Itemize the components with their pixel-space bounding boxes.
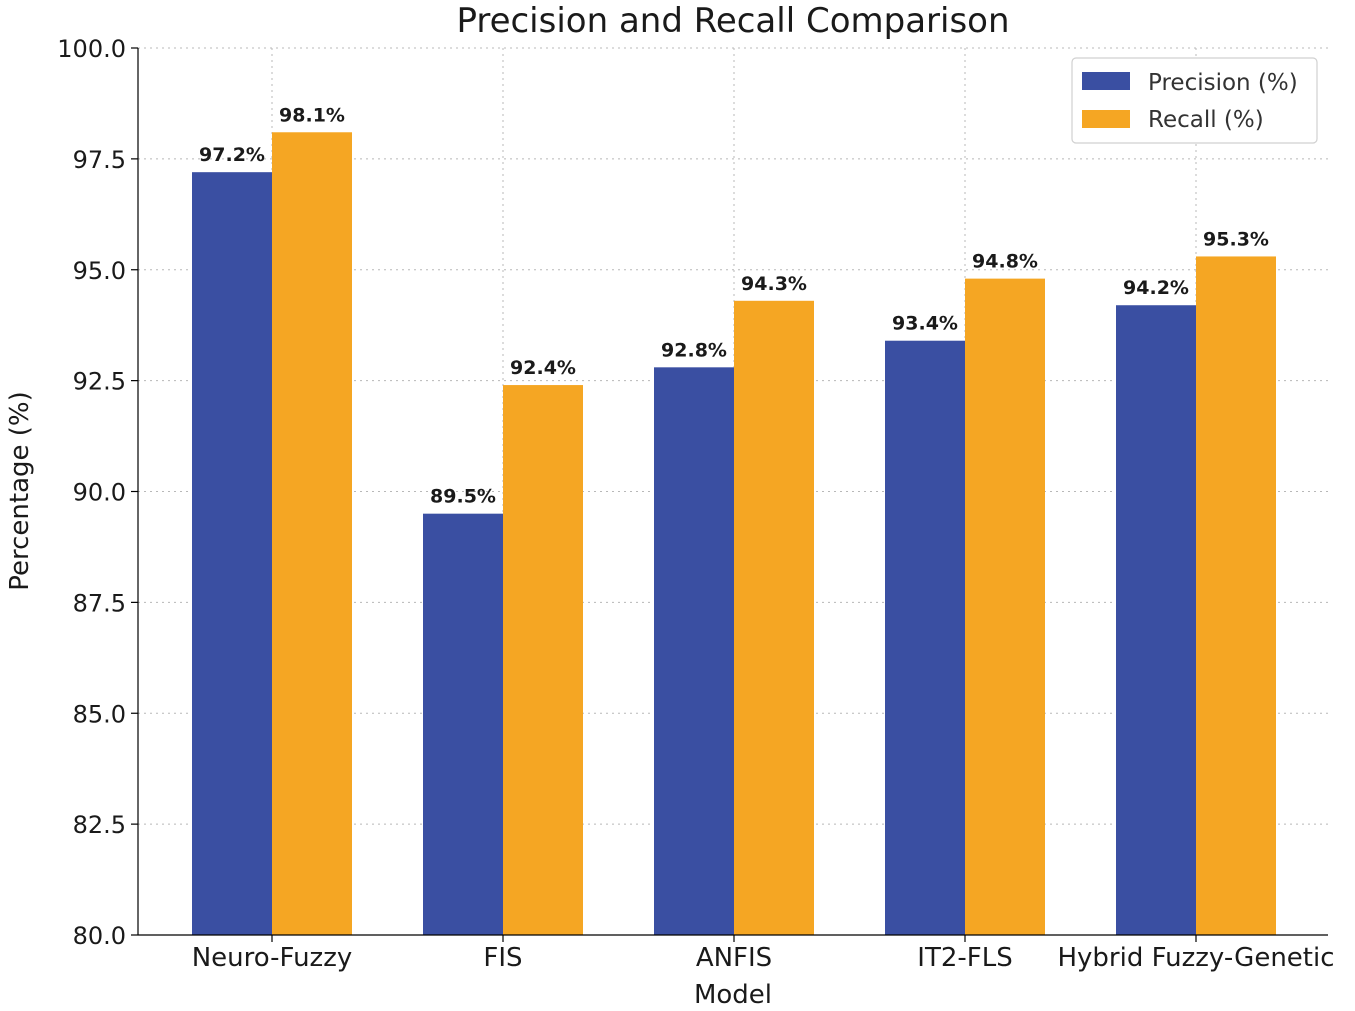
x-axis-label: Model	[694, 980, 772, 1010]
x-tick-label-fis: FIS	[483, 943, 522, 973]
y-axis-ticks: 80.0 82.5 85.0 87.5 90.0 92.5 95.0 97.5 100.0	[57, 35, 138, 950]
x-tick-label-it2-fls: IT2-FLS	[917, 943, 1012, 973]
recall-value-label: 94.8%	[972, 251, 1038, 273]
y-tick-label: 87.5	[73, 589, 126, 617]
chart-title: Precision and Recall Comparison	[456, 1, 1009, 41]
precision-bar-it2-fls	[885, 340, 965, 936]
recall-value-label: 94.3%	[741, 273, 807, 295]
legend-swatch-precision	[1082, 72, 1130, 90]
precision-bar-anfis	[654, 367, 734, 935]
y-tick-label: 92.5	[73, 368, 126, 396]
recall-bar-fis	[503, 385, 583, 935]
x-tick-label-hybrid-fuzzy-genetic: Hybrid Fuzzy-Genetic	[1057, 943, 1334, 973]
precision-bar-neuro-fuzzy	[192, 172, 272, 935]
recall-bar-hybrid-fuzzy-genetic	[1196, 256, 1276, 935]
y-tick-label: 80.0	[73, 922, 126, 950]
data-labels: 97.2% 89.5% 92.8% 93.4% 94.2% 98.1% 92.4% 94.3%…	[199, 104, 1269, 507]
legend-swatch-recall	[1082, 110, 1130, 128]
precision-value-label: 89.5%	[430, 486, 496, 508]
recall-bar-anfis	[734, 300, 814, 935]
recall-value-label: 98.1%	[279, 104, 345, 126]
bars	[192, 132, 1276, 936]
precision-value-label: 92.8%	[661, 339, 727, 361]
recall-bar-it2-fls	[965, 278, 1045, 935]
y-axis-label: Percentage (%)	[5, 391, 35, 591]
precision-value-label: 97.2%	[199, 144, 265, 166]
recall-bar-neuro-fuzzy	[272, 132, 352, 935]
precision-value-label: 93.4%	[892, 313, 958, 335]
legend-label-precision: Precision (%)	[1148, 70, 1298, 96]
recall-value-label: 92.4%	[510, 357, 576, 379]
y-tick-label: 90.0	[73, 479, 126, 507]
legend-box	[1071, 57, 1318, 144]
recall-value-label: 95.3%	[1203, 228, 1269, 250]
x-tick-label-neuro-fuzzy: Neuro-Fuzzy	[192, 943, 353, 973]
legend-label-recall: Recall (%)	[1148, 107, 1264, 133]
precision-bar-hybrid-fuzzy-genetic	[1116, 305, 1196, 936]
y-tick-label: 100.0	[57, 35, 126, 63]
y-tick-label: 95.0	[73, 257, 126, 285]
y-tick-label: 85.0	[73, 700, 126, 728]
y-tick-label: 97.5	[73, 146, 126, 174]
x-tick-label-anfis: ANFIS	[696, 943, 772, 973]
precision-bar-fis	[423, 513, 503, 935]
y-tick-label: 82.5	[73, 811, 126, 839]
x-axis-ticks: Neuro-Fuzzy FIS ANFIS IT2-FLS Hybrid Fuzzy-G…	[192, 935, 1335, 973]
precision-value-label: 94.2%	[1123, 277, 1189, 299]
legend: Precision (%) Recall (%)	[1071, 57, 1318, 144]
